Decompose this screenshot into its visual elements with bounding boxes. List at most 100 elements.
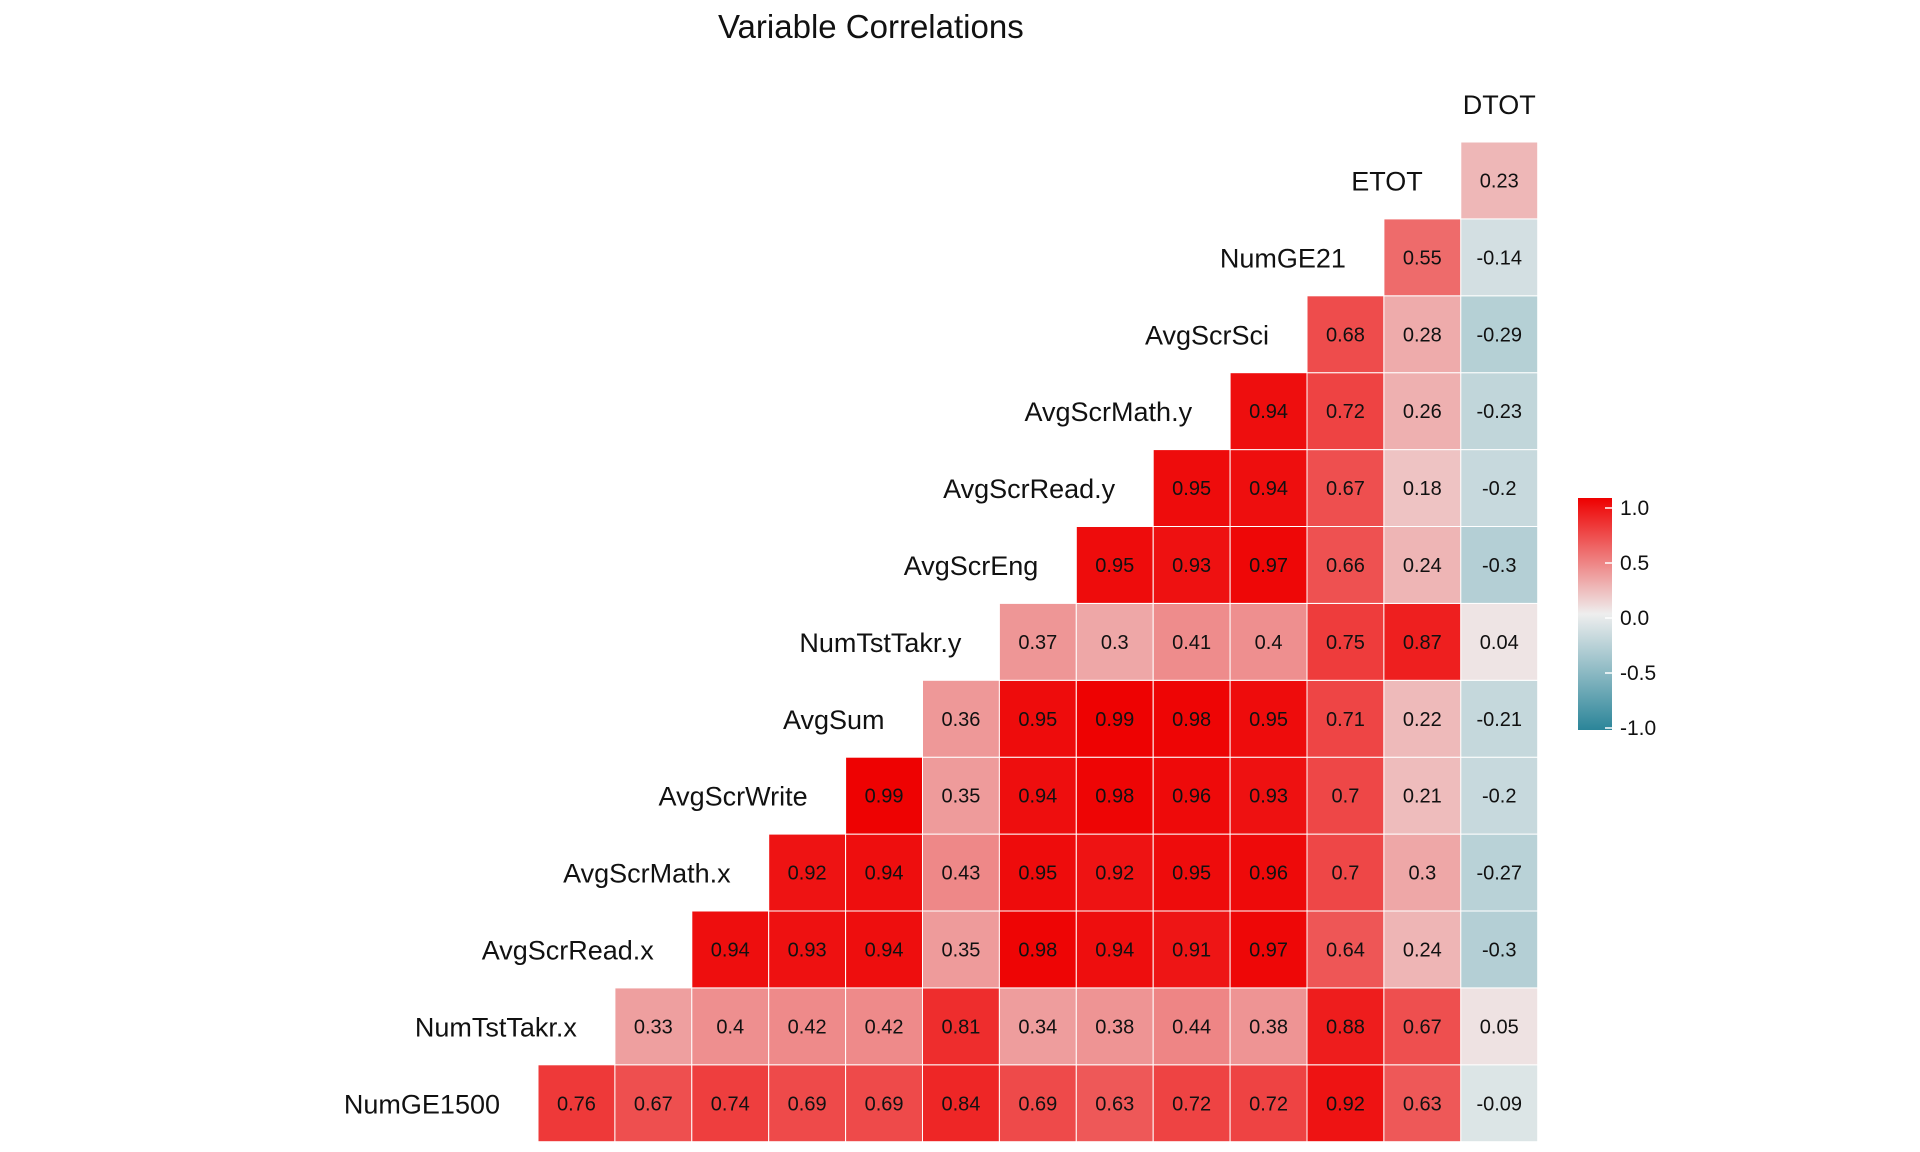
heatmap-cell-rect — [1383, 833, 1462, 912]
variable-label: AvgScrSci — [1145, 320, 1269, 350]
cell-value-label: 0.7 — [1332, 786, 1360, 808]
heatmap-cell-rect — [922, 987, 1000, 1066]
heatmap-cell: 0.75 — [1306, 602, 1385, 681]
heatmap-cell: 0.94 — [1075, 910, 1154, 989]
cell-value-label: 0.33 — [634, 1016, 673, 1038]
heatmap-cell-rect — [1460, 526, 1539, 604]
heatmap-cell: 0.42 — [768, 987, 847, 1066]
heatmap-cell: 0.4 — [1229, 602, 1308, 681]
heatmap-cell-rect — [1460, 218, 1539, 297]
heatmap-cell: -0.3 — [1460, 910, 1539, 989]
cell-value-label: 0.18 — [1403, 478, 1442, 500]
heatmap-cell: 0.84 — [922, 1064, 1000, 1143]
heatmap-cell: 0.92 — [768, 833, 847, 912]
heatmap-cell: 0.96 — [1152, 756, 1231, 835]
legend-tick-label: 1.0 — [1620, 497, 1649, 520]
cell-value-label: 0.3 — [1101, 632, 1129, 654]
heatmap-cell-rect — [1460, 141, 1539, 220]
heatmap-cell-rect — [998, 679, 1077, 758]
heatmap-cell: 0.35 — [922, 910, 1000, 989]
cell-value-label: 0.93 — [1249, 786, 1288, 808]
heatmap-cell: -0.09 — [1460, 1064, 1539, 1143]
cell-value-label: 0.4 — [1255, 632, 1283, 654]
cell-value-label: -0.29 — [1476, 324, 1522, 346]
heatmap-cell-rect — [845, 910, 923, 989]
cell-value-label: 0.43 — [941, 863, 980, 885]
cell-value-label: 0.71 — [1326, 709, 1365, 731]
cell-value-label: 0.66 — [1326, 555, 1365, 577]
heatmap-cell-rect — [998, 833, 1077, 912]
heatmap-cell-rect — [998, 602, 1077, 681]
cell-value-label: 0.67 — [634, 1093, 673, 1115]
cell-value-label: 0.42 — [865, 1016, 904, 1038]
variable-label: AvgScrEng — [904, 551, 1039, 581]
cell-value-label: 0.92 — [1326, 1093, 1365, 1115]
heatmap-cell-rect — [1075, 833, 1154, 912]
cell-value-label: 0.93 — [788, 939, 827, 961]
heatmap-cell-rect — [1383, 910, 1462, 989]
heatmap-cell-rect — [1075, 1064, 1154, 1143]
cell-value-label: 0.94 — [1095, 939, 1134, 961]
heatmap-cell: 0.94 — [998, 756, 1077, 835]
cell-value-label: 0.81 — [941, 1016, 980, 1038]
heatmap-cell-rect — [998, 756, 1077, 835]
cell-value-label: 0.04 — [1480, 632, 1519, 654]
heatmap-cell-rect — [1152, 1064, 1231, 1143]
cell-value-label: 0.41 — [1172, 632, 1211, 654]
variable-label: NumTstTakr.y — [799, 628, 962, 658]
variable-label: NumGE21 — [1220, 243, 1346, 273]
variable-label: AvgScrWrite — [659, 782, 808, 812]
cell-value-label: 0.68 — [1326, 324, 1365, 346]
heatmap-cell: 0.72 — [1152, 1064, 1231, 1143]
chart-title: Variable Correlations — [718, 8, 1024, 45]
cell-value-label: 0.24 — [1403, 555, 1442, 577]
cell-value-label: 0.95 — [1095, 555, 1134, 577]
heatmap-cell: 0.95 — [998, 833, 1077, 912]
heatmap-cell: 0.81 — [922, 987, 1000, 1066]
cell-value-label: 0.3 — [1408, 863, 1436, 885]
heatmap-cell: 0.66 — [1306, 526, 1385, 604]
heatmap-cell: 0.63 — [1383, 1064, 1462, 1143]
heatmap-cell-rect — [845, 756, 923, 835]
variable-label: AvgScrMath.y — [1025, 397, 1193, 427]
heatmap-cell: -0.27 — [1460, 833, 1539, 912]
heatmap-cell: 0.93 — [768, 910, 847, 989]
heatmap-cell: -0.23 — [1460, 372, 1539, 451]
heatmap-cell-rect — [1383, 1064, 1462, 1143]
heatmap-cell: 0.7 — [1306, 756, 1385, 835]
variable-label: AvgScrRead.x — [482, 935, 655, 965]
cell-value-label: 0.95 — [1249, 709, 1288, 731]
heatmap-cell: 0.63 — [1075, 1064, 1154, 1143]
heatmap-cell-rect — [1306, 449, 1385, 528]
cell-value-label: 0.36 — [941, 709, 980, 731]
cell-value-label: 0.64 — [1326, 939, 1365, 961]
cell-value-label: 0.92 — [1095, 863, 1134, 885]
legend-tick-label: 0.5 — [1620, 552, 1649, 575]
cell-value-label: 0.05 — [1480, 1016, 1519, 1038]
cell-value-label: 0.95 — [1018, 863, 1057, 885]
heatmap-cell-rect — [922, 910, 1000, 989]
heatmap-cell-rect — [1306, 295, 1385, 374]
heatmap-cell-rect — [614, 987, 693, 1066]
heatmap-cell-rect — [922, 679, 1000, 758]
heatmap-cell-rect — [1152, 679, 1231, 758]
heatmap-cell: 0.38 — [1075, 987, 1154, 1066]
heatmap-cell: 0.94 — [1229, 449, 1308, 528]
cell-value-label: 0.98 — [1018, 939, 1057, 961]
cell-value-label: 0.34 — [1018, 1016, 1057, 1038]
cell-value-label: 0.99 — [1095, 709, 1134, 731]
heatmap-cell: -0.29 — [1460, 295, 1539, 374]
cell-value-label: 0.94 — [1018, 786, 1057, 808]
heatmap-cell-rect — [1075, 756, 1154, 835]
heatmap-cell-rect — [1383, 372, 1462, 451]
cell-value-label: -0.09 — [1476, 1093, 1522, 1115]
cell-value-label: 0.37 — [1018, 632, 1057, 654]
cell-value-label: -0.14 — [1476, 247, 1522, 269]
heatmap-cell-rect — [537, 1064, 616, 1143]
cell-value-label: 0.63 — [1403, 1093, 1442, 1115]
cell-value-label: 0.67 — [1326, 478, 1365, 500]
heatmap-cell-rect — [1306, 602, 1385, 681]
heatmap-cell-rect — [1306, 987, 1385, 1066]
heatmap-cell: 0.64 — [1306, 910, 1385, 989]
